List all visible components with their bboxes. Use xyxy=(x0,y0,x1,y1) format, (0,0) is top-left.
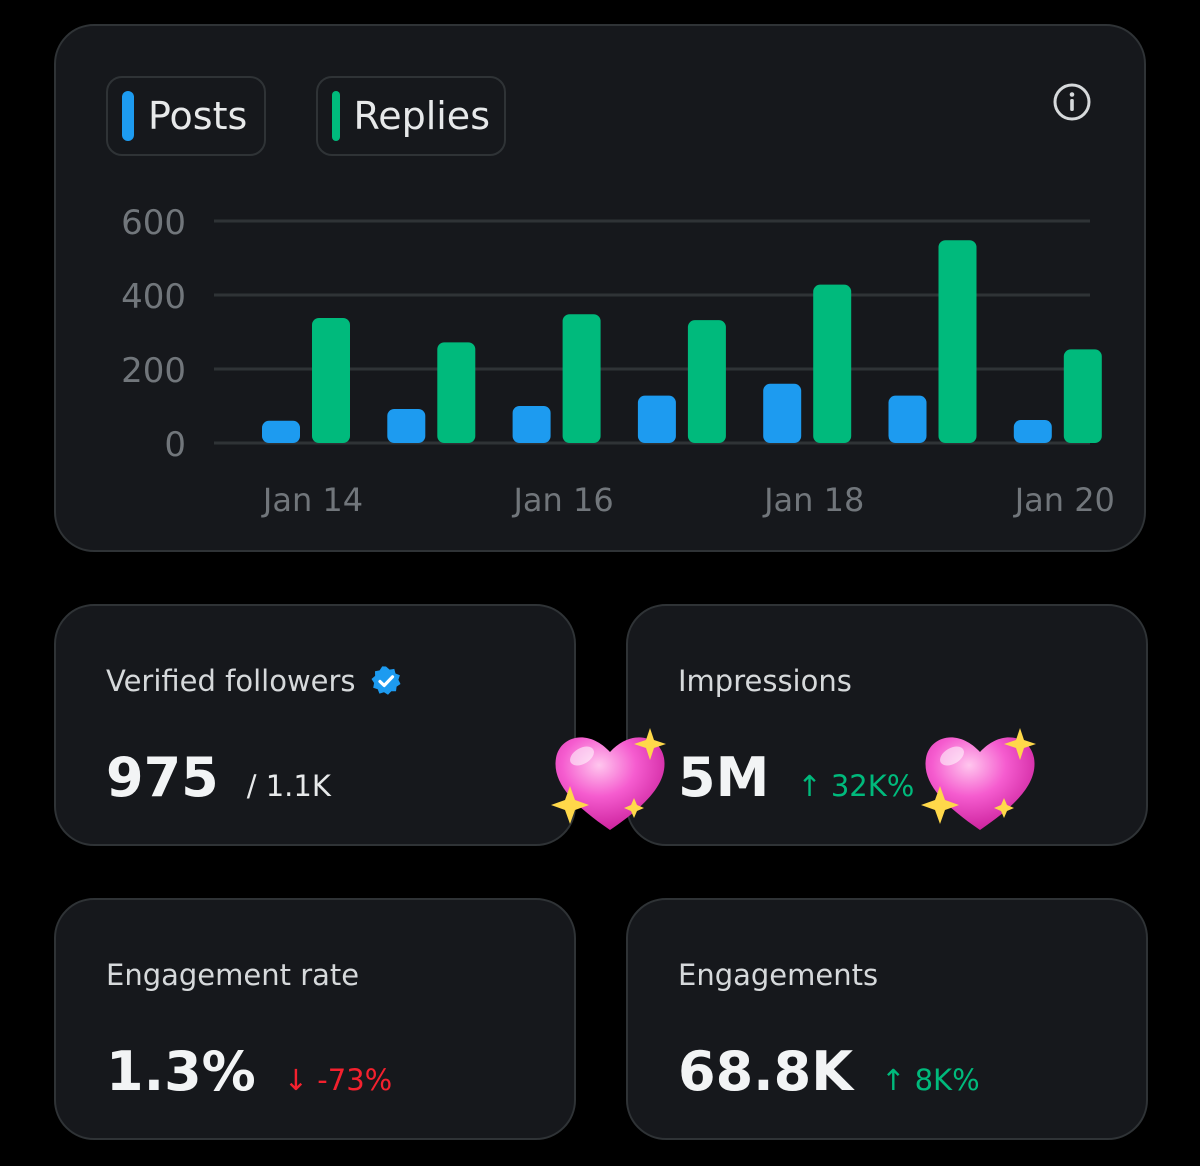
legend-replies-label: Replies xyxy=(353,94,491,138)
replies-bar xyxy=(1063,349,1102,443)
sparkling-heart-emoji xyxy=(921,728,1036,830)
replies-bar xyxy=(687,320,726,443)
legend-posts-button[interactable]: Posts xyxy=(106,76,266,156)
x-tick-label: Jan 18 xyxy=(762,481,864,519)
y-tick-label: 200 xyxy=(121,351,186,391)
legend-replies-button[interactable]: Replies xyxy=(316,76,506,156)
engagements-value-row: 68.8K ↑ 8K% xyxy=(678,1040,980,1103)
replies-bar xyxy=(813,284,852,443)
replies-swatch xyxy=(332,91,340,141)
posts-bar xyxy=(888,395,927,443)
verified-followers-total: / 1.1K xyxy=(246,769,331,803)
impressions-delta: ↑ 32K% xyxy=(797,769,915,803)
engagement-rate-card[interactable]: Engagement rate 1.3% ↓ -73% xyxy=(54,898,576,1140)
bar-chart: 0 200 400 600 Jan 14 Jan 16 Jan 18 Jan 20 xyxy=(121,203,1115,519)
engagement-rate-value: 1.3% xyxy=(106,1040,256,1103)
impressions-value-row: 5M ↑ 32K% xyxy=(678,746,914,809)
posts-bar xyxy=(637,395,676,443)
y-tick-label: 400 xyxy=(121,277,186,317)
engagements-card[interactable]: Engagements 68.8K ↑ 8K% xyxy=(626,898,1148,1140)
impressions-value: 5M xyxy=(678,746,770,809)
verified-followers-label-row: Verified followers xyxy=(106,664,402,698)
verified-followers-value: 975 xyxy=(106,746,219,809)
engagement-rate-delta: ↓ -73% xyxy=(283,1063,393,1097)
sparkling-heart-emoji xyxy=(551,728,666,830)
legend-posts-label: Posts xyxy=(148,94,248,138)
y-tick-label: 600 xyxy=(121,203,186,243)
engagements-delta: ↑ 8K% xyxy=(881,1063,980,1097)
verified-badge-icon xyxy=(371,666,401,695)
x-tick-label: Jan 14 xyxy=(261,481,363,519)
chart-card: Posts Replies 0 200 400 600 Jan 14 Jan 16 Jan … xyxy=(54,24,1146,552)
replies-bar xyxy=(938,240,977,443)
engagement-rate-label: Engagement rate xyxy=(106,958,360,992)
y-tick-label: 0 xyxy=(164,425,186,465)
posts-bar xyxy=(763,383,802,443)
engagement-rate-value-row: 1.3% ↓ -73% xyxy=(106,1040,392,1103)
posts-bar xyxy=(512,406,551,443)
verified-followers-label: Verified followers xyxy=(106,664,356,698)
replies-bar xyxy=(437,342,476,443)
x-tick-label: Jan 16 xyxy=(511,481,613,519)
engagements-label: Engagements xyxy=(678,958,879,992)
replies-bar xyxy=(312,317,350,443)
x-tick-label: Jan 20 xyxy=(1013,481,1115,519)
verified-followers-card[interactable]: Verified followers 975 / 1.1K xyxy=(54,604,576,846)
posts-bar xyxy=(1013,420,1052,443)
impressions-label: Impressions xyxy=(678,664,852,698)
verified-followers-value-row: 975 / 1.1K xyxy=(106,746,331,809)
info-circle-icon[interactable] xyxy=(1052,82,1092,122)
engagements-value: 68.8K xyxy=(678,1040,854,1103)
replies-bar xyxy=(562,314,601,443)
impressions-card[interactable]: Impressions 5M ↑ 32K% xyxy=(626,604,1148,846)
posts-swatch xyxy=(122,91,134,141)
posts-bar xyxy=(387,408,426,443)
posts-bar xyxy=(262,420,300,443)
